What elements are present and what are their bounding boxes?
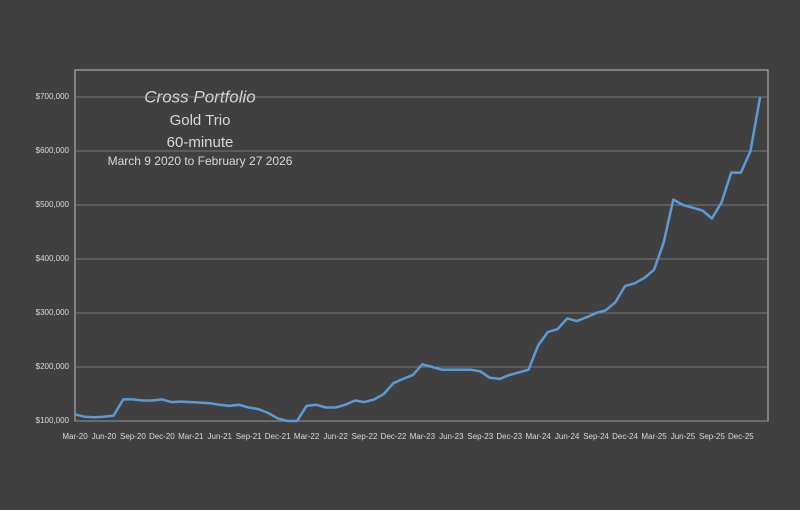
chart-subtitle: March 9 2020 to February 27 2026	[108, 154, 293, 168]
x-tick-label: Sep-25	[699, 432, 725, 441]
x-tick-label: Mar-25	[641, 432, 667, 441]
x-tick-label: Mar-24	[526, 432, 552, 441]
x-tick-label: Mar-20	[62, 432, 88, 441]
x-tick-label: Jun-21	[208, 432, 233, 441]
x-tick-label: Sep-21	[236, 432, 262, 441]
x-tick-label: Dec-21	[265, 432, 291, 441]
x-tick-label: Dec-24	[612, 432, 638, 441]
series-line	[74, 96, 762, 423]
x-tick-label: Sep-20	[120, 432, 146, 441]
x-tick-label: Jun-25	[671, 432, 696, 441]
y-tick-label: $400,000	[36, 254, 70, 263]
y-tick-label: $100,000	[36, 416, 70, 425]
x-tick-label: Sep-24	[583, 432, 609, 441]
x-tick-label: Mar-23	[410, 432, 436, 441]
x-tick-label: Dec-20	[149, 432, 175, 441]
y-tick-label: $300,000	[36, 308, 70, 317]
x-tick-label: Sep-22	[352, 432, 378, 441]
x-tick-label: Sep-23	[467, 432, 493, 441]
x-tick-label: Jun-24	[555, 432, 580, 441]
x-tick-label: Dec-23	[496, 432, 522, 441]
y-tick-label: $600,000	[36, 146, 70, 155]
y-tick-label: $700,000	[36, 92, 70, 101]
y-tick-label: $200,000	[36, 362, 70, 371]
x-tick-label: Jun-23	[439, 432, 464, 441]
x-tick-label: Jun-22	[323, 432, 348, 441]
x-tick-label: Dec-22	[381, 432, 407, 441]
y-tick-label: $500,000	[36, 200, 70, 209]
x-tick-label: Dec-25	[728, 432, 754, 441]
x-tick-label: Jun-20	[92, 432, 117, 441]
chart-subtitle: 60-minute	[167, 134, 234, 151]
x-tick-label: Mar-21	[178, 432, 204, 441]
chart-subtitle: Gold Trio	[170, 112, 231, 129]
x-tick-label: Mar-22	[294, 432, 320, 441]
